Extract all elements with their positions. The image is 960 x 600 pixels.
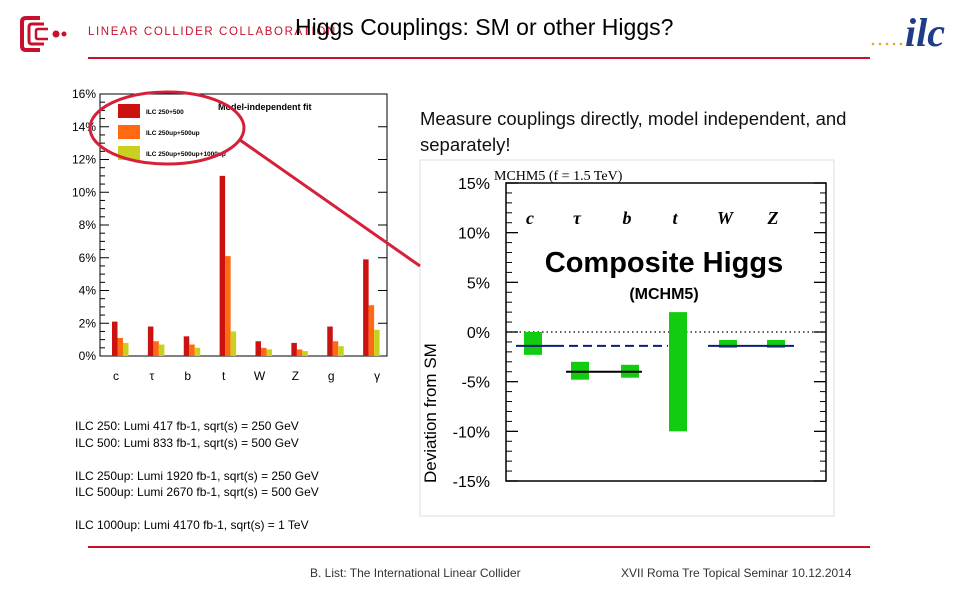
luminosity-notes: ILC 250: Lumi 417 fb-1, sqrt(s) = 250 Ge… [75,418,319,534]
bar [368,305,375,356]
legend-label: ILC 250+500 [146,109,184,116]
x-category-label: g [328,369,335,383]
bar [374,329,380,356]
bar [219,175,226,356]
legend-label: ILC 250up+500up [146,130,200,137]
category-label: c [526,208,534,228]
bar [225,256,231,356]
chart-right-title: MCHM5 (f = 1.5 TeV) [494,169,623,184]
chart-left-title: Model-independent fit [218,102,312,112]
y-tick-label: 0% [79,349,97,363]
y-tick-label: 16% [72,87,96,101]
slide-title: Higgs Couplings: SM or other Higgs? [295,14,674,40]
bar [158,344,165,356]
category-label: τ [573,208,582,228]
bar [327,326,333,356]
deviation-bar [719,339,737,348]
legend-swatch [118,125,140,139]
bar [296,349,303,356]
note-line: ILC 250up: Lumi 1920 fb-1, sqrt(s) = 250… [75,468,319,483]
y-tick-label: -15% [453,474,490,491]
y-tick-label: 5% [467,275,490,292]
legend-swatch [118,146,140,160]
bar [123,342,129,356]
x-category-label: t [222,369,226,383]
org-name: LINEAR COLLIDER COLLABORATION [88,26,337,38]
bar [230,331,237,356]
y-tick-label: 12% [72,153,96,167]
y-tick-label: 15% [458,176,490,193]
bar [153,341,159,356]
ilc-logo-text: ilc [905,10,945,55]
bar [261,347,267,356]
chart-right-ylabel: Deviation from SM [421,343,440,483]
footer-divider [88,546,870,548]
lcc-logo [20,16,67,52]
bar [183,336,190,356]
deviation-bar [524,332,542,355]
composite-higgs-chart: MCHM5 (f = 1.5 TeV) Deviation from SM 15… [419,159,835,517]
bar [338,346,344,356]
bar [189,344,195,356]
deviation-bar [669,312,687,432]
legend-swatch [118,104,140,118]
category-label: t [672,208,678,228]
note-line: ILC 250: Lumi 417 fb-1, sqrt(s) = 250 Ge… [75,419,299,433]
y-tick-label: 14% [72,120,96,134]
y-tick-label: 0% [467,325,490,342]
x-category-label: W [254,369,266,383]
x-category-label: Z [292,369,299,383]
bar [255,341,261,356]
x-category-label: c [113,369,119,383]
legend-label: ILC 250up+500up+1000up [146,151,226,158]
footer-author: B. List: The International Linear Collid… [310,566,521,580]
bar [147,326,154,356]
ilc-logo-dots [871,42,903,46]
deviation-bar [767,339,785,348]
y-tick-label: 8% [79,218,97,232]
ilc-logo: ilc [871,10,945,55]
y-tick-label: 6% [79,251,97,265]
bar [302,351,308,356]
y-tick-label: 4% [79,284,97,298]
note-line: ILC 1000up: Lumi 4170 fb-1, sqrt(s) = 1 … [75,518,309,532]
category-label: W [717,208,735,228]
y-tick-label: -5% [462,375,490,392]
bar [194,347,201,356]
bar [117,337,123,356]
chart-right-background [419,159,835,517]
y-tick-label: -10% [453,424,490,441]
measure-statement: Measure couplings directly, model indepe… [420,108,847,155]
bar [332,341,339,356]
y-tick-label: 10% [72,185,96,199]
note-line [75,501,319,518]
category-label: Z [767,208,779,228]
footer-event: XVII Roma Tre Topical Seminar 10.12.2014 [621,566,852,580]
bar [363,259,369,356]
title-divider [88,57,870,59]
bar [112,321,118,356]
note-line [75,451,319,468]
y-tick-label: 10% [458,226,490,243]
y-tick-label: 2% [79,316,97,330]
note-line: ILC 500: Lumi 833 fb-1, sqrt(s) = 500 Ge… [75,435,299,450]
composite-higgs-heading: Composite Higgs [545,247,783,279]
composite-higgs-subheading: (MCHM5) [629,286,698,303]
category-label: b [623,208,632,228]
bar [291,342,297,356]
x-category-label: τ [150,369,155,383]
x-category-label: b [184,369,191,383]
note-line: ILC 500up: Lumi 2670 fb-1, sqrt(s) = 500… [75,485,319,499]
x-category-label: γ [374,369,380,383]
bar [266,349,272,356]
